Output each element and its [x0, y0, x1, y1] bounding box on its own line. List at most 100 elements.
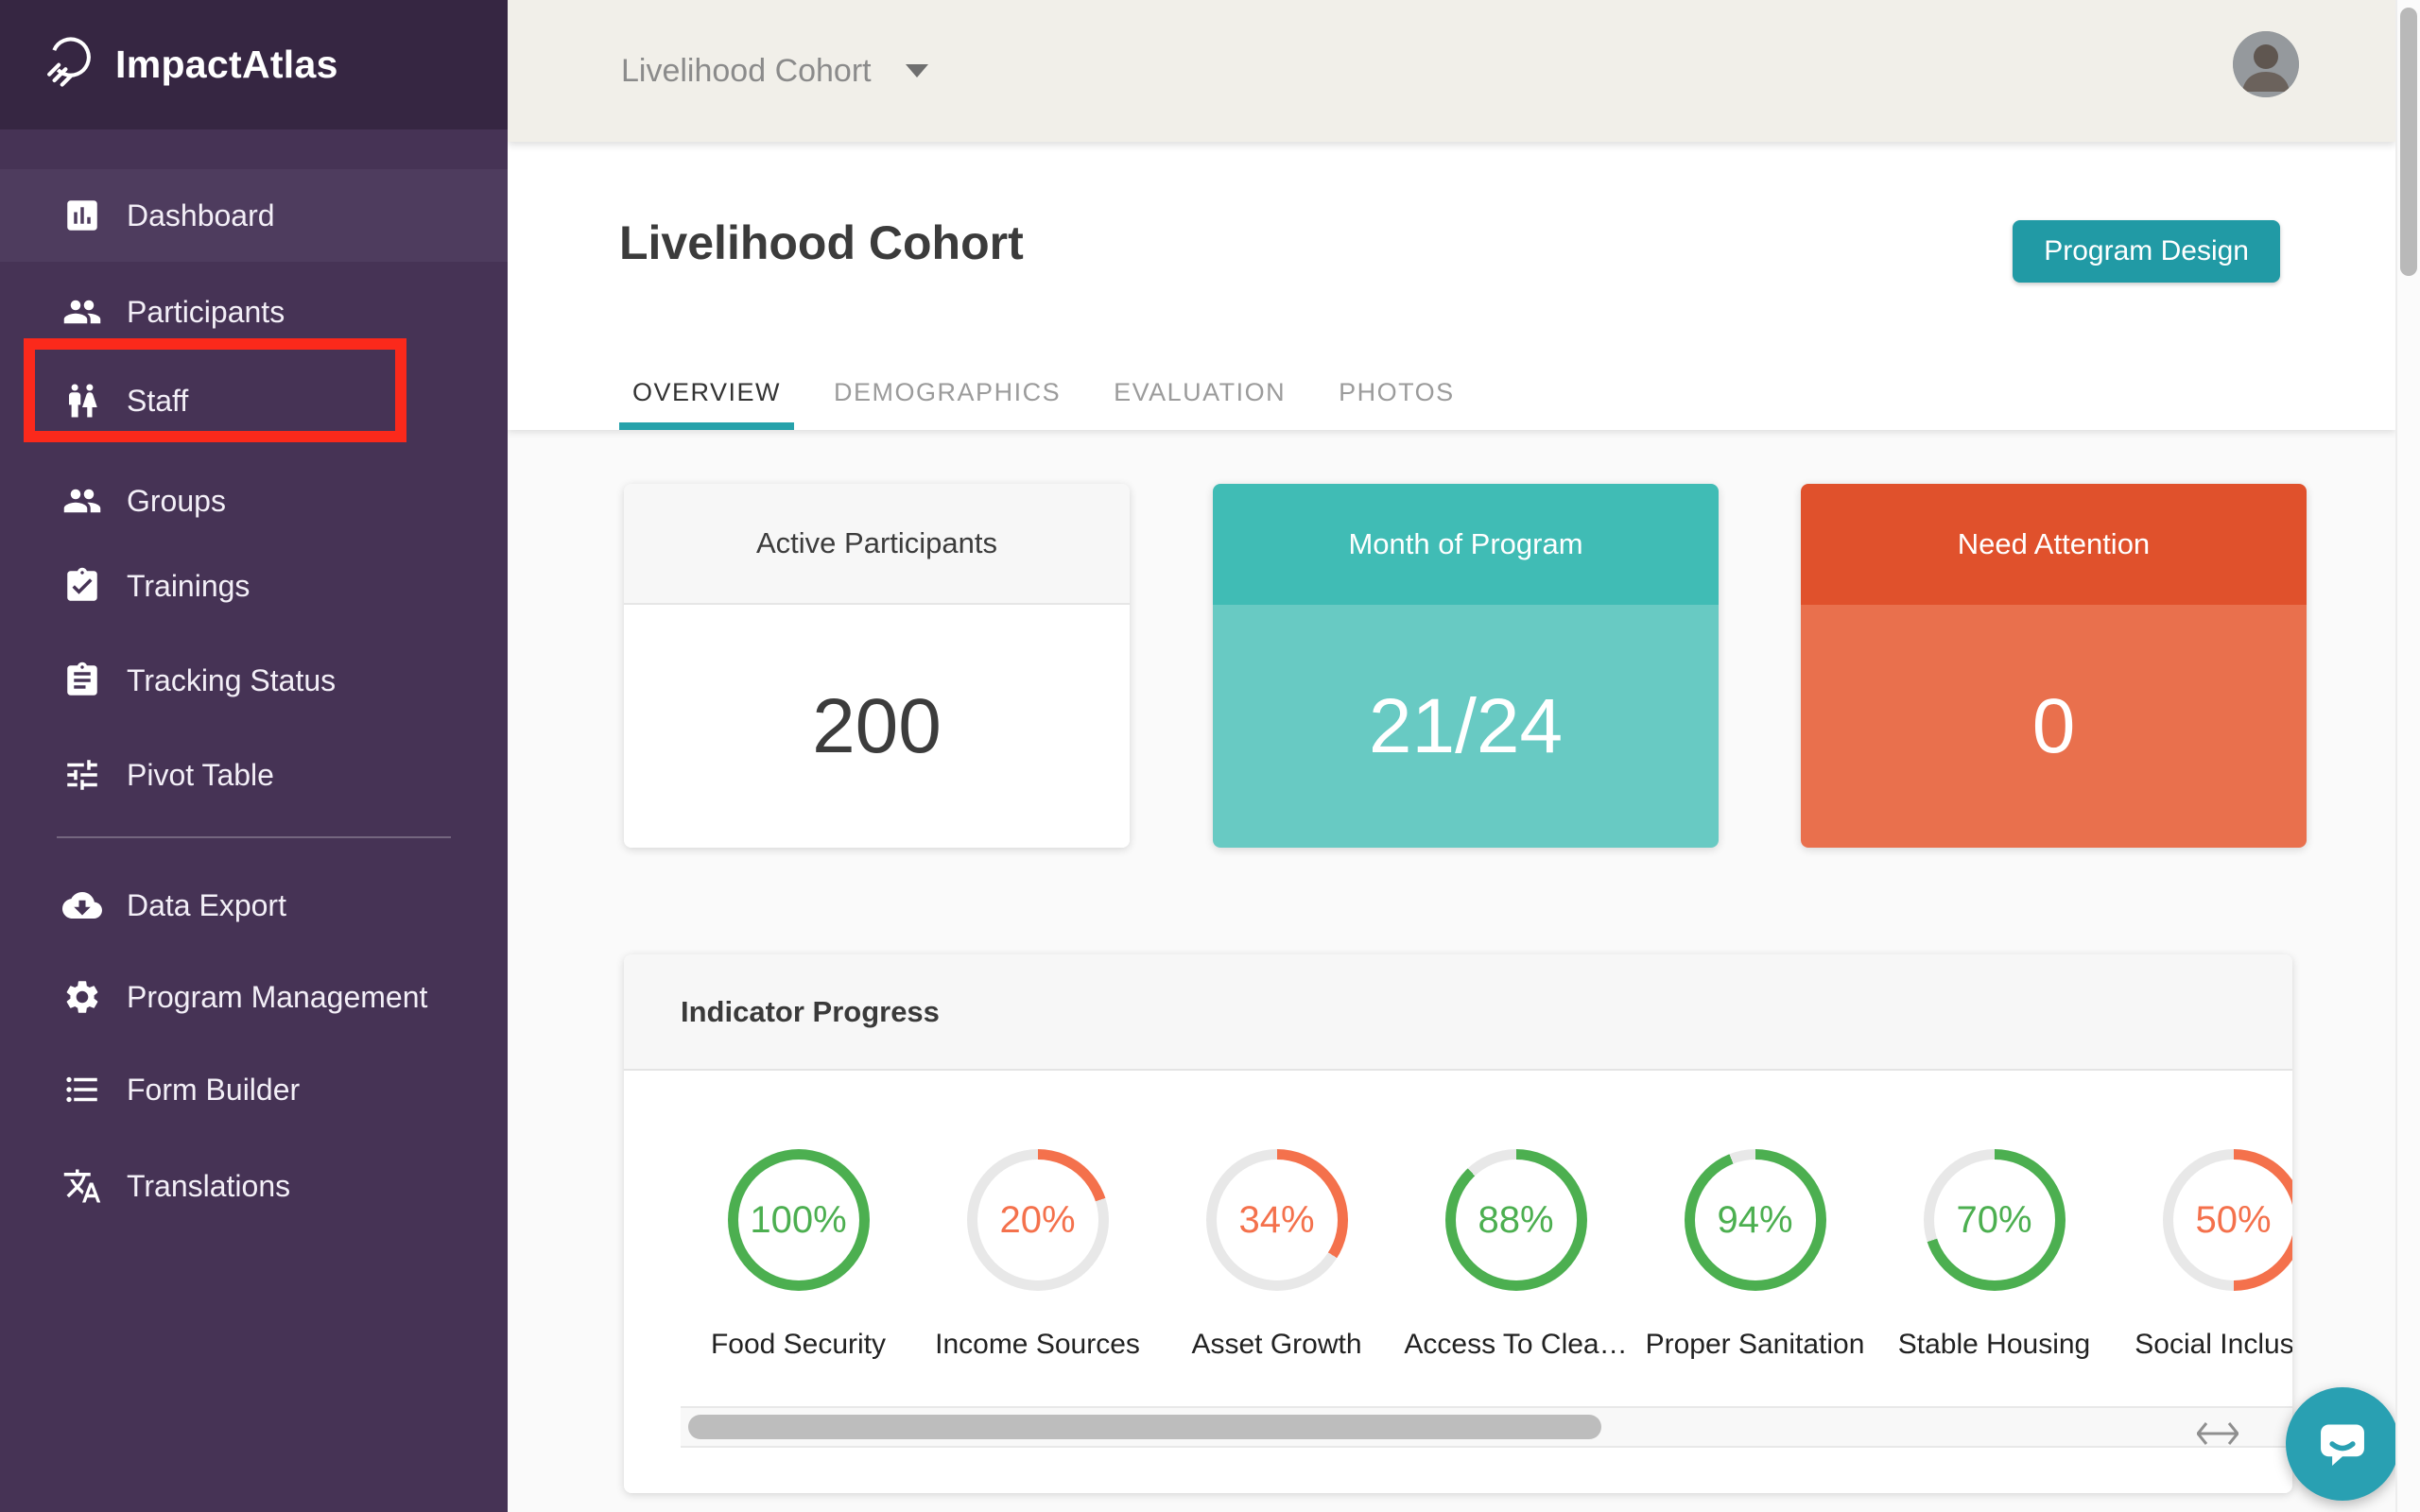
chevron-down-icon: [905, 64, 928, 77]
translate-icon: [63, 1169, 101, 1203]
stat-card-title: Month of Program: [1213, 484, 1719, 605]
ring-inner: [1455, 1160, 1577, 1280]
ring-value: 34%: [1238, 1198, 1315, 1241]
sidebar-item-label: Trainings: [127, 568, 251, 603]
sidebar-item-dashboard[interactable]: Dashboard: [0, 169, 508, 262]
ring-value: 88%: [1478, 1198, 1554, 1241]
sidebar-item-label: Groups: [127, 483, 226, 518]
people-icon: [63, 489, 101, 513]
horizontal-scrollbar-thumb[interactable]: [688, 1415, 1601, 1439]
sidebar-item-participants[interactable]: Participants: [0, 266, 508, 358]
app-logo: ImpactAtlas: [0, 0, 508, 129]
sidebar-item-label: Program Management: [127, 979, 428, 1014]
ring-label: Social Inclusion: [2135, 1329, 2292, 1360]
sliders-icon: [67, 760, 97, 790]
clipboard-icon: [67, 662, 97, 696]
progress-ring: 94%: [1684, 1149, 1826, 1291]
ring-value: 20%: [999, 1198, 1076, 1241]
program-selector-label: Livelihood Cohort: [621, 52, 872, 89]
sidebar-item-pivot-table[interactable]: Pivot Table: [0, 729, 508, 821]
program-selector-dropdown[interactable]: Livelihood Cohort: [621, 0, 928, 142]
sidebar-item-label: Data Export: [127, 887, 286, 922]
sidebar-item-translations[interactable]: Translations: [0, 1140, 508, 1232]
ring-value: 70%: [1956, 1198, 2032, 1241]
sidebar-item-trainings[interactable]: Trainings: [0, 540, 508, 632]
people-icon: [63, 300, 101, 324]
bulleted-list-icon: [66, 1076, 97, 1103]
page-header: Livelihood Cohort Program Design OVERVIE…: [508, 142, 2395, 430]
ring-inner: [1694, 1160, 1816, 1280]
stat-card-value: 200: [624, 605, 1130, 848]
horizontal-scroll-arrows-icon: [2196, 1419, 2239, 1448]
stat-card-title: Need Attention: [1801, 484, 2307, 605]
ring-label: Stable Housing: [1897, 1329, 2091, 1360]
sidebar-item-label: Participants: [127, 294, 285, 329]
stat-card-active-participants: Active Participants 200: [624, 484, 1130, 848]
indicator-social-inclusion: 50% Social Inclusion: [2114, 1149, 2292, 1361]
gear-icon: [66, 981, 98, 1013]
bar-chart-icon: [67, 200, 97, 231]
app-name: ImpactAtlas: [115, 43, 338, 86]
indicator-proper-sanitation: 94% Proper Sanitation: [1635, 1149, 1875, 1361]
indicator-rings-row: 100% Food Security 20% Income Sources 34…: [679, 1149, 2292, 1361]
indicator-food-security: 100% Food Security: [679, 1149, 918, 1361]
indicator-stable-housing: 70% Stable Housing: [1875, 1149, 2114, 1361]
progress-ring: 88%: [1444, 1149, 1587, 1291]
sidebar-item-label: Dashboard: [127, 198, 275, 232]
sidebar-item-label: Staff: [127, 383, 189, 418]
ring-label: Proper Sanitation: [1645, 1329, 1865, 1360]
ring-inner: [977, 1160, 1098, 1280]
tab-bar: OVERVIEW DEMOGRAPHICS EVALUATION PHOTOS: [619, 354, 1495, 430]
sidebar-item-form-builder[interactable]: Form Builder: [0, 1043, 508, 1136]
indicator-income-sources: 20% Income Sources: [918, 1149, 1157, 1361]
indicator-progress-title: Indicator Progress: [624, 954, 2292, 1071]
page-title: Livelihood Cohort: [619, 216, 1024, 269]
progress-ring: 20%: [966, 1149, 1109, 1291]
stat-card-title: Active Participants: [624, 484, 1130, 605]
tab-demographics[interactable]: DEMOGRAPHICS: [834, 377, 1062, 406]
cloud-download-icon: [62, 892, 102, 919]
clipboard-check-icon: [67, 567, 97, 601]
ring-label: Income Sources: [935, 1329, 1140, 1360]
progress-ring: 100%: [727, 1149, 870, 1291]
tab-photos[interactable]: PHOTOS: [1339, 377, 1455, 406]
progress-ring: 34%: [1205, 1149, 1348, 1291]
ring-label: Food Security: [710, 1329, 887, 1360]
indicator-asset-growth: 34% Asset Growth: [1157, 1149, 1396, 1361]
ring-inner: [1216, 1160, 1338, 1280]
chat-bubble-icon: [2321, 1424, 2364, 1466]
sidebar-divider: [57, 836, 451, 838]
progress-ring: 70%: [1923, 1149, 2066, 1291]
vertical-scrollbar-thumb[interactable]: [2400, 8, 2417, 276]
ring-inner: [2172, 1160, 2292, 1280]
sidebar: ImpactAtlas Dashboard Participants Staff…: [0, 0, 508, 1512]
stat-card-month-of-program: Month of Program 21/24: [1213, 484, 1719, 848]
sidebar-item-groups[interactable]: Groups: [0, 455, 508, 547]
sidebar-item-label: Form Builder: [127, 1072, 301, 1107]
sidebar-item-staff[interactable]: Staff: [0, 354, 508, 447]
sidebar-item-label: Tracking Status: [127, 662, 337, 697]
stat-card-need-attention: Need Attention 0: [1801, 484, 2307, 848]
ring-label: Access To Clea…: [1404, 1329, 1628, 1360]
tab-overview[interactable]: OVERVIEW: [619, 354, 795, 430]
topbar: Livelihood Cohort: [508, 0, 2395, 142]
staff-icon: [69, 384, 97, 418]
progress-ring: 50%: [2162, 1149, 2292, 1291]
avatar-photo: [2233, 31, 2299, 97]
tab-evaluation[interactable]: EVALUATION: [1114, 377, 1287, 406]
ring-value: 94%: [1717, 1198, 1793, 1241]
user-avatar[interactable]: [2233, 31, 2299, 97]
stat-card-value: 0: [1801, 605, 2307, 848]
horizontal-scrollbar-track[interactable]: [681, 1406, 2292, 1448]
sidebar-item-label: Pivot Table: [127, 757, 274, 792]
program-design-button[interactable]: Program Design: [2013, 220, 2280, 283]
sidebar-item-program-management[interactable]: Program Management: [0, 951, 508, 1043]
ring-label: Asset Growth: [1191, 1329, 1362, 1360]
sidebar-item-data-export[interactable]: Data Export: [0, 859, 508, 952]
ring-value: 50%: [2195, 1198, 2272, 1241]
sidebar-item-tracking-status[interactable]: Tracking Status: [0, 634, 508, 727]
impactatlas-logo-icon: [42, 35, 96, 94]
indicator-progress-card: Indicator Progress 100% Food Security 20…: [624, 954, 2292, 1493]
vertical-scrollbar-track[interactable]: [2395, 0, 2420, 1512]
chat-launcher-button[interactable]: [2286, 1387, 2399, 1501]
